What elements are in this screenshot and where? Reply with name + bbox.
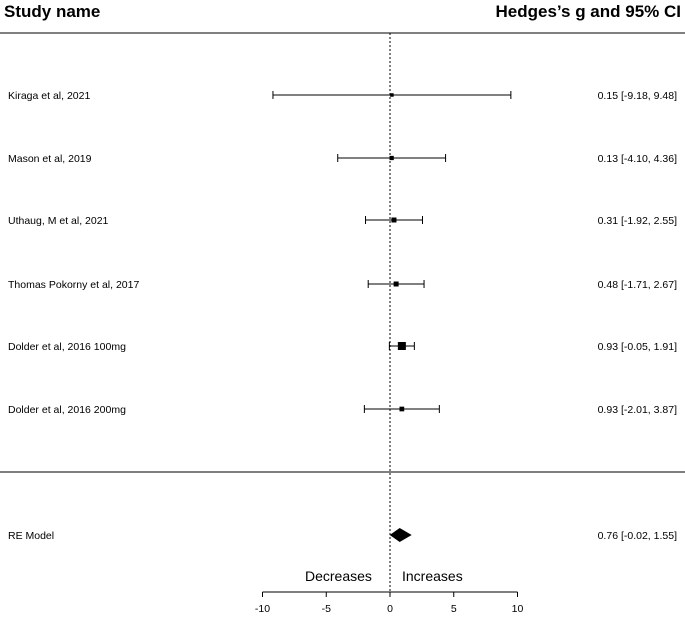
study-name: Uthaug, M et al, 2021 [8, 215, 109, 227]
study-name: Kiraga et al, 2021 [8, 90, 90, 102]
study-row: Dolder et al, 2016 100mg 0.93 [-0.05, 1.9… [8, 341, 677, 353]
effect-size-header: Hedges’s g and 95% CI [495, 2, 681, 21]
study-name: Thomas Pokorny et al, 2017 [8, 279, 139, 291]
x-tick-label: -10 [255, 603, 270, 615]
study-name: Dolder et al, 2016 200mg [8, 404, 126, 416]
effect-size-label: 0.13 [-4.10, 4.36] [598, 153, 677, 165]
summary-diamond [389, 528, 412, 542]
study-row: Dolder et al, 2016 200mg 0.93 [-2.01, 3.8… [8, 404, 677, 416]
effect-size-label: 0.93 [-0.05, 1.91] [598, 341, 677, 353]
effect-size-label: 0.15 [-9.18, 9.48] [598, 90, 677, 102]
summary-effect-label: 0.76 [-0.02, 1.55] [598, 530, 677, 542]
x-tick-label: -5 [322, 603, 331, 615]
study-row: Mason et al, 2019 0.13 [-4.10, 4.36] [8, 153, 677, 165]
effect-size-label: 0.31 [-1.92, 2.55] [598, 215, 677, 227]
study-row: Thomas Pokorny et al, 2017 0.48 [-1.71, 2… [8, 279, 677, 291]
point-estimate [389, 155, 394, 161]
study-name: Dolder et al, 2016 100mg [8, 341, 126, 353]
point-estimate [390, 93, 394, 97]
study-name: Mason et al, 2019 [8, 153, 92, 165]
x-tick-label: 5 [451, 603, 457, 615]
point-estimate [399, 406, 405, 412]
decreases-label: Decreases [305, 568, 372, 584]
study-row: Uthaug, M et al, 2021 0.31 [-1.92, 2.55] [8, 215, 677, 227]
x-tick-label: 10 [512, 603, 524, 615]
point-estimate [397, 342, 406, 350]
point-estimate [393, 281, 399, 287]
summary-name: RE Model [8, 530, 54, 542]
point-estimate [391, 217, 397, 223]
effect-size-label: 0.93 [-2.01, 3.87] [598, 404, 677, 416]
study-row: Kiraga et al, 2021 0.15 [-9.18, 9.48] [8, 90, 677, 102]
x-tick-label: 0 [387, 603, 393, 615]
study-name-header: Study name [4, 2, 101, 21]
effect-size-label: 0.48 [-1.71, 2.67] [598, 279, 677, 291]
increases-label: Increases [402, 568, 463, 584]
